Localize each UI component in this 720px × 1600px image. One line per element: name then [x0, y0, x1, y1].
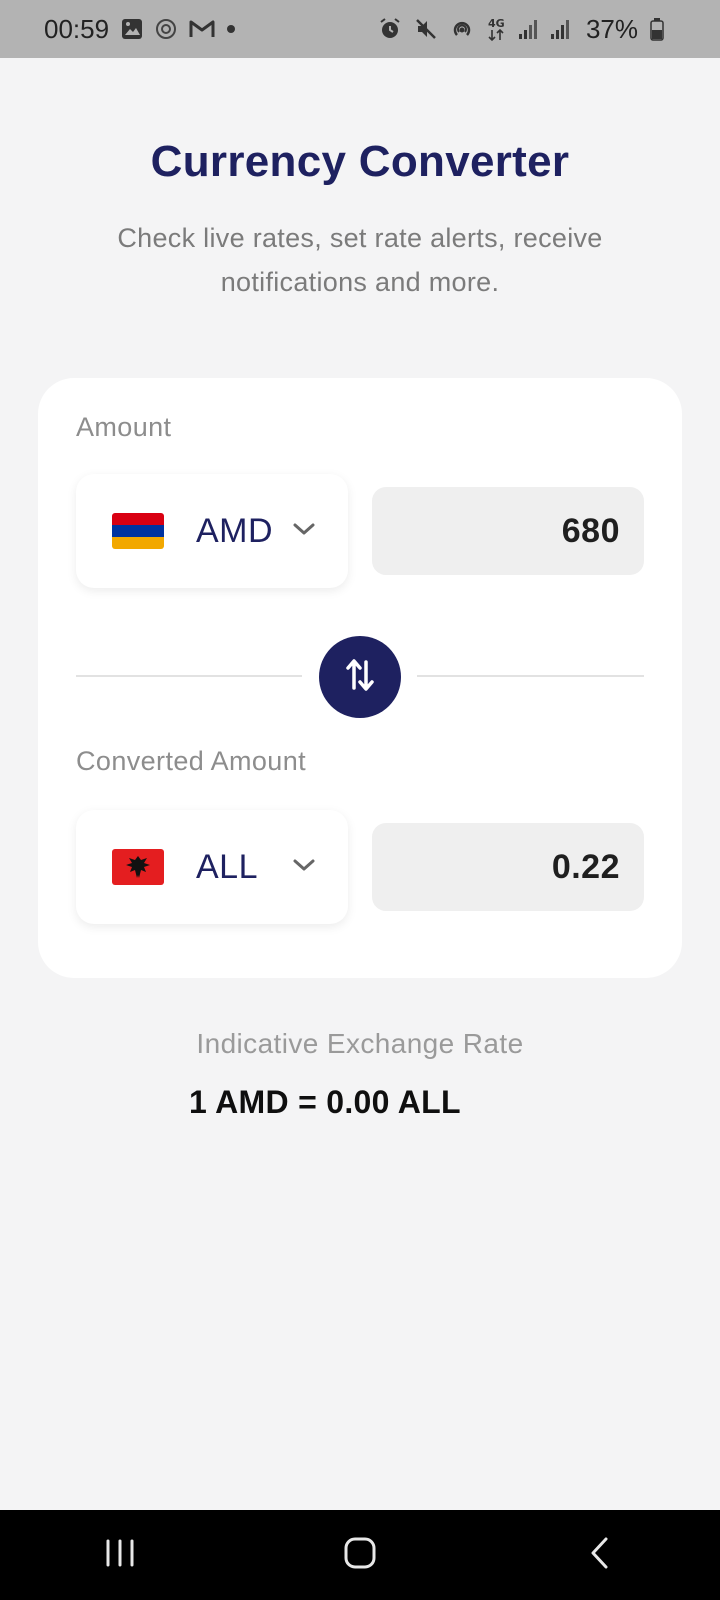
chevron-down-icon: [292, 857, 316, 878]
amount-input[interactable]: 680: [372, 487, 644, 575]
settings-app-icon: [155, 18, 177, 40]
network-4g-icon: 4G: [486, 16, 506, 42]
page-title: Currency Converter: [150, 137, 570, 186]
chevron-down-icon: [292, 521, 316, 542]
notification-dot-icon: [227, 25, 236, 33]
alarm-icon: [378, 17, 402, 41]
back-button[interactable]: [540, 1510, 660, 1600]
status-time: 00:59: [44, 13, 110, 44]
from-currency-select[interactable]: AMD: [76, 474, 348, 588]
exchange-rate-label: Indicative Exchange Rate: [196, 1028, 524, 1059]
from-currency-code: AMD: [196, 511, 274, 550]
albania-flag-icon: [112, 849, 164, 885]
amount-label: Amount: [76, 412, 172, 442]
swap-vertical-icon: [343, 656, 377, 699]
signal-icon: [518, 18, 538, 40]
status-bar: 00:59 4G 37%: [0, 0, 720, 58]
to-currency-code: ALL: [196, 847, 258, 886]
exchange-rate-value: 1 AMD = 0.00 ALL: [189, 1084, 461, 1120]
armenia-flag-icon: [112, 513, 164, 549]
battery-icon: [650, 17, 664, 41]
home-button[interactable]: [300, 1510, 420, 1600]
svg-text:4G: 4G: [488, 17, 505, 30]
converted-amount-field: 0.22: [372, 823, 644, 911]
navigation-bar: [0, 1510, 720, 1600]
divider-left: [76, 675, 302, 677]
back-icon: [588, 1536, 612, 1575]
signal-icon: [550, 18, 570, 40]
battery-percent: 37%: [585, 13, 638, 44]
recent-apps-icon: [103, 1538, 137, 1573]
recent-apps-button[interactable]: [60, 1510, 180, 1600]
gallery-icon: [121, 18, 143, 40]
mute-icon: [414, 17, 438, 41]
converter-card: Amount AMD 680 Converted Amount ALL: [38, 378, 682, 978]
to-currency-select[interactable]: ALL: [76, 810, 348, 924]
page-subtitle: Check live rates, set rate alerts, recei…: [117, 223, 603, 297]
gmail-icon: [189, 19, 215, 39]
divider-right: [417, 675, 644, 677]
home-icon: [343, 1536, 377, 1575]
swap-currencies-button[interactable]: [319, 636, 401, 718]
hotspot-icon: [450, 17, 474, 41]
converted-amount-label: Converted Amount: [76, 746, 307, 776]
